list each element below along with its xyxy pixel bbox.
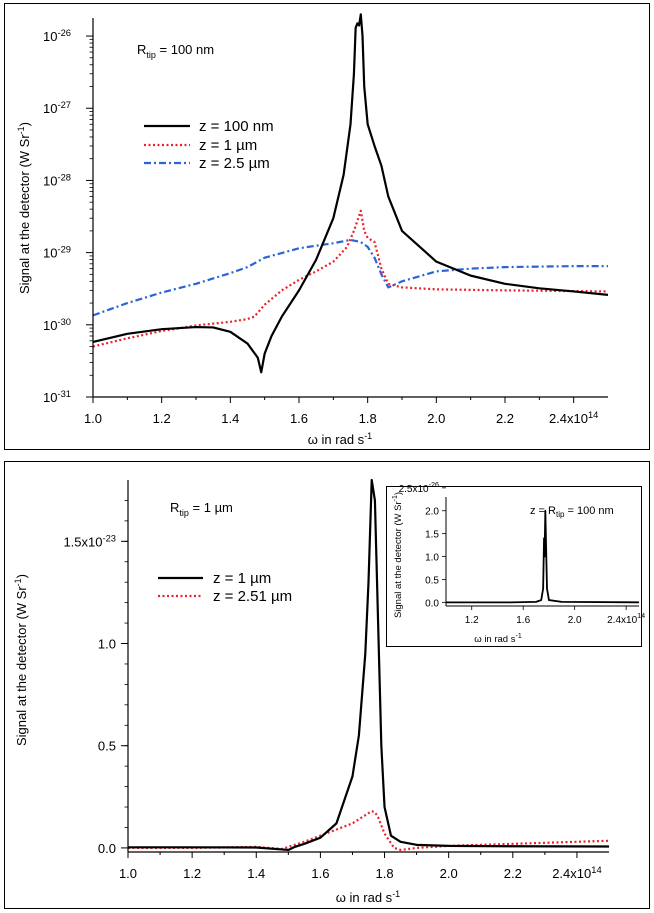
top-x-tick-label: 2.2 [496, 411, 514, 426]
inset-y-tick-label: 0.5 [425, 575, 439, 586]
bottom-series-line-0 [128, 478, 610, 852]
bottom-x-tick-label: 1.4 [247, 866, 265, 881]
top-x-axis-label: ω in rad s-1 [308, 431, 372, 447]
bottom-x-axis-label: ω in rad s-1 [336, 889, 400, 905]
inset-x-tick-label: 2.4x1014 [607, 611, 645, 626]
bottom-y-tick-label: 1.0 [98, 637, 116, 652]
top-x-tick-label: 1.4 [221, 411, 239, 426]
bottom-rtip-annotation: Rtip = 1 µm [170, 500, 233, 518]
bottom-y-axis-label: Signal at the detector (W Sr-1) [13, 574, 29, 746]
bottom-x-tick-label: 1.8 [375, 866, 393, 881]
bottom-series-line-1 [128, 810, 610, 852]
inset-x-tick-label: 1.6 [516, 615, 530, 626]
top-y-tick-label: 10-29 [43, 245, 71, 261]
bottom-x-tick-label: 2.0 [440, 866, 458, 881]
top-rtip-annotation: Rtip = 100 nm [137, 42, 214, 60]
bottom-x-tick-label: 2.4x1014 [552, 865, 601, 881]
top-y-tick-label: 10-26 [43, 28, 71, 44]
inset-y-tick-label: 2.0 [425, 507, 439, 518]
legend-label-z-100nm: z = 100 nm [199, 118, 274, 135]
inset-annotation: z = Rtip = 100 nm [530, 505, 614, 519]
top-series-line-1 [92, 209, 609, 348]
inset-series-line [446, 509, 640, 604]
legend-label-z-1um: z = 1 µm [199, 137, 257, 154]
top-panel-frame [4, 3, 650, 450]
legend-label-z-2.51um: z = 2.51 µm [213, 588, 292, 605]
top-y-tick-label: 10-30 [43, 317, 71, 333]
top-series-line-2 [92, 238, 608, 317]
inset-x-axis-label: ω in rad s-1 [474, 633, 522, 645]
top-x-tick-label: 2.4x1014 [549, 410, 598, 426]
top-series-line-0 [92, 13, 609, 374]
inset-chart: 1.2 1.6 2.0 2.4x1014 0.0 0.5 1.0 1.5 2.0 2.5x10-2… [386, 480, 645, 647]
inset-y-axis-label: Signal at the detector (W Sr-1) [392, 492, 404, 618]
bottom-chart: 1.0 1.2 1.4 1.6 1.8 2.0 2.2 2.4x10140.00.51.01.… [13, 478, 645, 905]
top-y-tick-label: 10-27 [43, 100, 71, 116]
top-x-tick-label: 1.2 [153, 411, 171, 426]
top-legend: z = 100 nm z = 1 µm z = 2.5 µm [144, 118, 274, 172]
top-x-tick-label: 2.0 [427, 411, 445, 426]
bottom-x-tick-label: 2.2 [504, 866, 522, 881]
bottom-x-tick-label: 1.0 [119, 866, 137, 881]
bottom-y-tick-label: 1.5x10-23 [63, 533, 116, 549]
top-y-axis-label: Signal at the detector (W Sr-1) [16, 122, 32, 294]
bottom-y-tick-label: 0.5 [98, 739, 116, 754]
bottom-x-tick-label: 1.2 [183, 866, 201, 881]
inset-y-tick-label: 0.0 [425, 598, 439, 609]
inset-y-tick-label: 1.0 [425, 553, 439, 564]
top-x-tick-label: 1.8 [359, 411, 377, 426]
bottom-legend: z = 1 µm z = 2.51 µm [158, 570, 292, 605]
inset-x-tick-label: 1.2 [465, 615, 479, 626]
legend-label-z-1um-b: z = 1 µm [213, 570, 271, 587]
inset-x-tick-label: 2.0 [568, 615, 582, 626]
inset-y-tick-label: 1.5 [425, 530, 439, 541]
top-y-tick-label: 10-31 [43, 389, 71, 405]
inset-frame [386, 486, 642, 647]
bottom-x-tick-label: 1.6 [311, 866, 329, 881]
top-x-tick-label: 1.0 [84, 411, 102, 426]
top-chart: 1.0 1.2 1.4 1.6 1.8 2.0 2.2 2.4x1014 10-31 10-30 1… [16, 13, 609, 447]
inset-y-tick-label: 2.5x10-26 [399, 480, 439, 495]
top-y-tick-label: 10-28 [43, 172, 71, 188]
top-x-tick-label: 1.6 [290, 411, 308, 426]
bottom-panel-frame [4, 461, 650, 909]
legend-label-z-2.5um: z = 2.5 µm [199, 155, 270, 172]
bottom-y-tick-label: 0.0 [98, 841, 116, 856]
